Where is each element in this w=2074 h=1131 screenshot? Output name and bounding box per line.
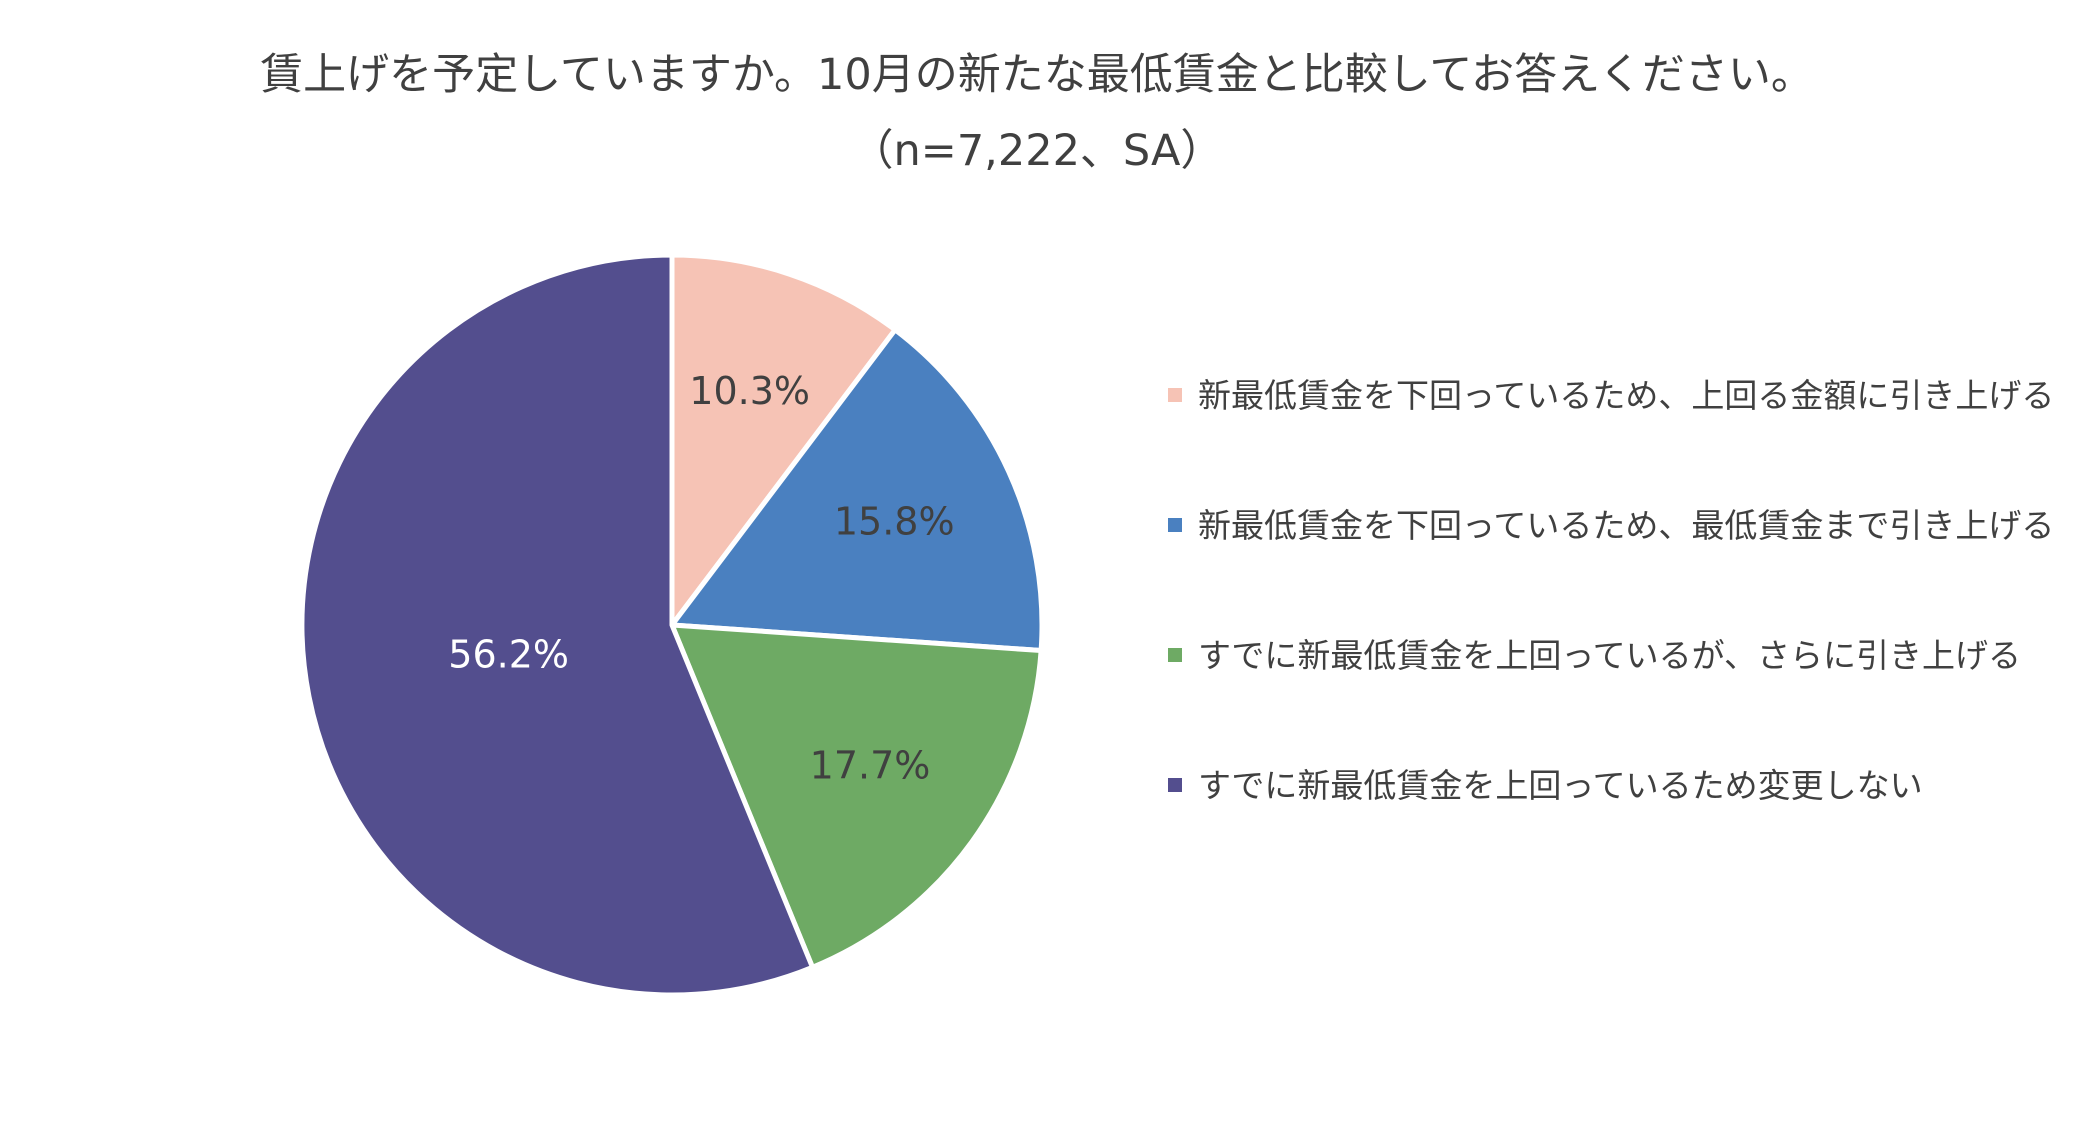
legend-swatch-1 xyxy=(1168,388,1182,402)
pie-slice-4 xyxy=(299,252,816,998)
pie-slice-1 xyxy=(669,252,898,628)
pie-data-labels: 10.3% 15.8% 17.7% 56.2% xyxy=(448,369,954,787)
pie-slice-2 xyxy=(669,327,1045,654)
legend-swatch-2 xyxy=(1168,518,1182,532)
legend-item-1: 新最低賃金を下回っているため、上回る金額に引き上げる xyxy=(1168,370,2054,420)
legend-item-3: すでに新最低賃金を上回っているが、さらに引き上げる xyxy=(1168,630,2021,680)
legend-item-4: すでに新最低賃金を上回っているため変更しない xyxy=(1168,760,1923,810)
chart-title: 賃上げを予定していますか。10月の新たな最低賃金と比較してお答えください。 xyxy=(260,50,1814,100)
pie-slices xyxy=(299,252,1045,998)
data-label-1: 10.3% xyxy=(689,369,810,413)
legend-swatch-4 xyxy=(1168,778,1182,792)
legend-label-4: すでに新最低賃金を上回っているため変更しない xyxy=(1198,765,1923,805)
data-label-4: 56.2% xyxy=(448,633,569,677)
chart-subtitle: （n=7,222、SA） xyxy=(850,126,1224,176)
data-label-2: 15.8% xyxy=(834,499,955,543)
pie-slice-3 xyxy=(669,622,1044,970)
legend-label-2: 新最低賃金を下回っているため、最低賃金まで引き上げる xyxy=(1198,505,2055,545)
legend-item-2: 新最低賃金を下回っているため、最低賃金まで引き上げる xyxy=(1168,500,2054,550)
data-label-3: 17.7% xyxy=(810,743,931,787)
legend-swatch-3 xyxy=(1168,648,1182,662)
legend-label-1: 新最低賃金を下回っているため、上回る金額に引き上げる xyxy=(1198,375,2055,415)
legend-label-3: すでに新最低賃金を上回っているが、さらに引き上げる xyxy=(1198,635,2022,675)
